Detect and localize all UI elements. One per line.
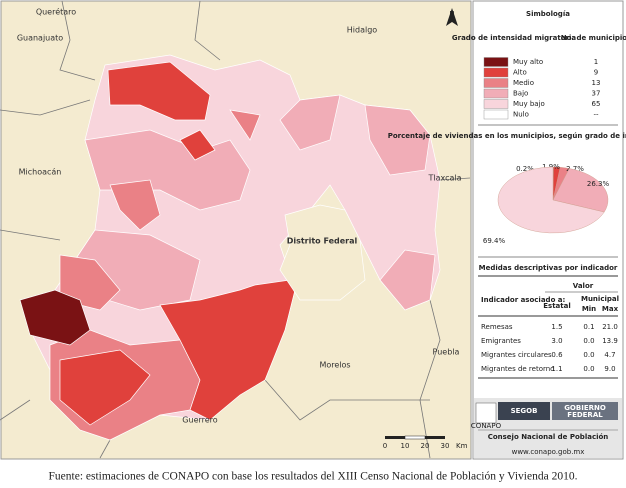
- footer: Fuente: estimaciones de CONAPO con base …: [49, 471, 578, 483]
- municipality: [364, 104, 431, 176]
- legend-label: Medio: [513, 79, 534, 87]
- municipality: [59, 349, 151, 426]
- legend-label: Muy bajo: [513, 100, 545, 108]
- pie-slice: [552, 168, 609, 213]
- table-cell: 0.1: [583, 323, 594, 331]
- segob-logo: SEGOB: [511, 407, 538, 415]
- legend-label: Alto: [513, 69, 527, 77]
- org-url: www.conapo.gob.mx: [512, 448, 585, 456]
- municipality: [109, 179, 161, 231]
- municipality: [379, 249, 436, 311]
- table-cell: 1.1: [551, 365, 562, 373]
- table-cell: Emigrantes: [481, 337, 521, 345]
- north-label: N: [449, 10, 454, 18]
- legend-swatch: [483, 109, 509, 120]
- table-cell: 0.0: [583, 351, 594, 359]
- table-header: Estatal: [543, 302, 571, 310]
- pie-title: Porcentaje de viviendas en los municipio…: [388, 132, 626, 140]
- legend-count: --: [593, 111, 599, 119]
- legend-count: 1: [594, 58, 598, 66]
- table-cell: 4.7: [604, 351, 615, 359]
- table-cell: 3.0: [551, 337, 562, 345]
- table-cell: 13.9: [602, 337, 618, 345]
- table-header: Indicador asociado a:: [481, 296, 566, 304]
- municipality: [107, 61, 211, 121]
- legend-count: 13: [592, 79, 601, 87]
- pie-label: 0.2%: [516, 165, 534, 173]
- legend-label: Nulo: [513, 111, 529, 119]
- scale-tick: 10: [401, 442, 410, 450]
- table-cell: 0.0: [583, 365, 594, 373]
- legend-swatch: [483, 99, 509, 109]
- table-cell: 1.5: [551, 323, 562, 331]
- pie-slice: [497, 166, 605, 234]
- table-group: Valor: [573, 282, 594, 290]
- state-label: Guerrero: [182, 416, 217, 425]
- legend-count: 9: [594, 69, 598, 77]
- legend-count: 65: [592, 100, 601, 108]
- table-header: Municipal: [581, 295, 619, 303]
- legend-header: Grado de intensidad migratoria: [452, 34, 576, 42]
- table-header: Min: [582, 305, 596, 313]
- legend: Muy alto 1 Alto 9 Medio 13 Bajo 37 Muy bajo 65 Nul…: [483, 57, 601, 120]
- distrito-federal: [279, 204, 366, 301]
- scale-bar: [385, 435, 445, 440]
- pie-label: 2.7%: [566, 165, 584, 173]
- legend-swatch: [483, 88, 509, 99]
- scale-tick: 0: [383, 442, 387, 450]
- state-label: Morelos: [319, 361, 350, 370]
- state-label: Hidalgo: [347, 26, 378, 35]
- municipality: [279, 94, 341, 151]
- state-map: [19, 54, 441, 441]
- table-title: Medidas descriptivas por indicador: [479, 264, 618, 272]
- state-label: Michoacán: [19, 168, 62, 177]
- legend-swatch: [483, 78, 509, 88]
- north-arrow: [446, 8, 458, 26]
- table: Remesas 1.5 0.1 21.0 Emigrantes 3.0 0.0 13.9 Mig…: [481, 323, 618, 373]
- federal-logo: FEDERAL: [567, 411, 603, 419]
- legend-label: Bajo: [513, 90, 528, 98]
- municipality: [229, 109, 261, 141]
- table-cell: 0.6: [551, 351, 563, 359]
- scale-tick: 20: [421, 442, 430, 450]
- table-cell: 9.0: [604, 365, 615, 373]
- table-header: Max: [602, 305, 619, 313]
- gobierno-logo-box: [552, 402, 618, 420]
- org-name: Consejo Nacional de Población: [488, 433, 609, 441]
- scale-tick: 30: [441, 442, 450, 450]
- segob-logo-box: [498, 402, 550, 420]
- conapo-logo: CONAPO: [471, 422, 502, 430]
- state-label: Guanajuato: [17, 34, 63, 43]
- pie-label: 69.4%: [483, 237, 506, 245]
- neighbor-borders: [0, 0, 471, 459]
- table-cell: 21.0: [602, 323, 618, 331]
- state-label: Tlaxcala: [427, 174, 461, 183]
- legend-count: 37: [592, 90, 601, 98]
- legend-swatch: [483, 57, 509, 67]
- table-cell: Remesas: [481, 323, 513, 331]
- table-cell: Migrantes de retorno: [481, 365, 554, 373]
- municipality: [179, 129, 216, 161]
- state-label: Puebla: [433, 348, 460, 357]
- state-label: Distrito Federal: [287, 237, 358, 246]
- table-cell: Migrantes circulares: [481, 351, 552, 359]
- scale-unit: Km: [456, 442, 468, 450]
- legend-label: Muy alto: [513, 58, 543, 66]
- municipality: [19, 289, 91, 346]
- gobierno-logo: GOBIERNO: [564, 404, 606, 412]
- pie-chart: 0.2%1.9%2.7%26.3%69.4%: [483, 163, 610, 245]
- legend-header: No. de municipios: [561, 34, 626, 42]
- conapo-icon: [475, 402, 497, 424]
- pie-label: 26.3%: [587, 180, 610, 188]
- table-cell: 0.0: [583, 337, 594, 345]
- municipality: [159, 279, 296, 421]
- legend-title: Simbología: [526, 10, 570, 18]
- legend-swatch: [483, 67, 509, 78]
- state-label: Querétaro: [36, 7, 76, 17]
